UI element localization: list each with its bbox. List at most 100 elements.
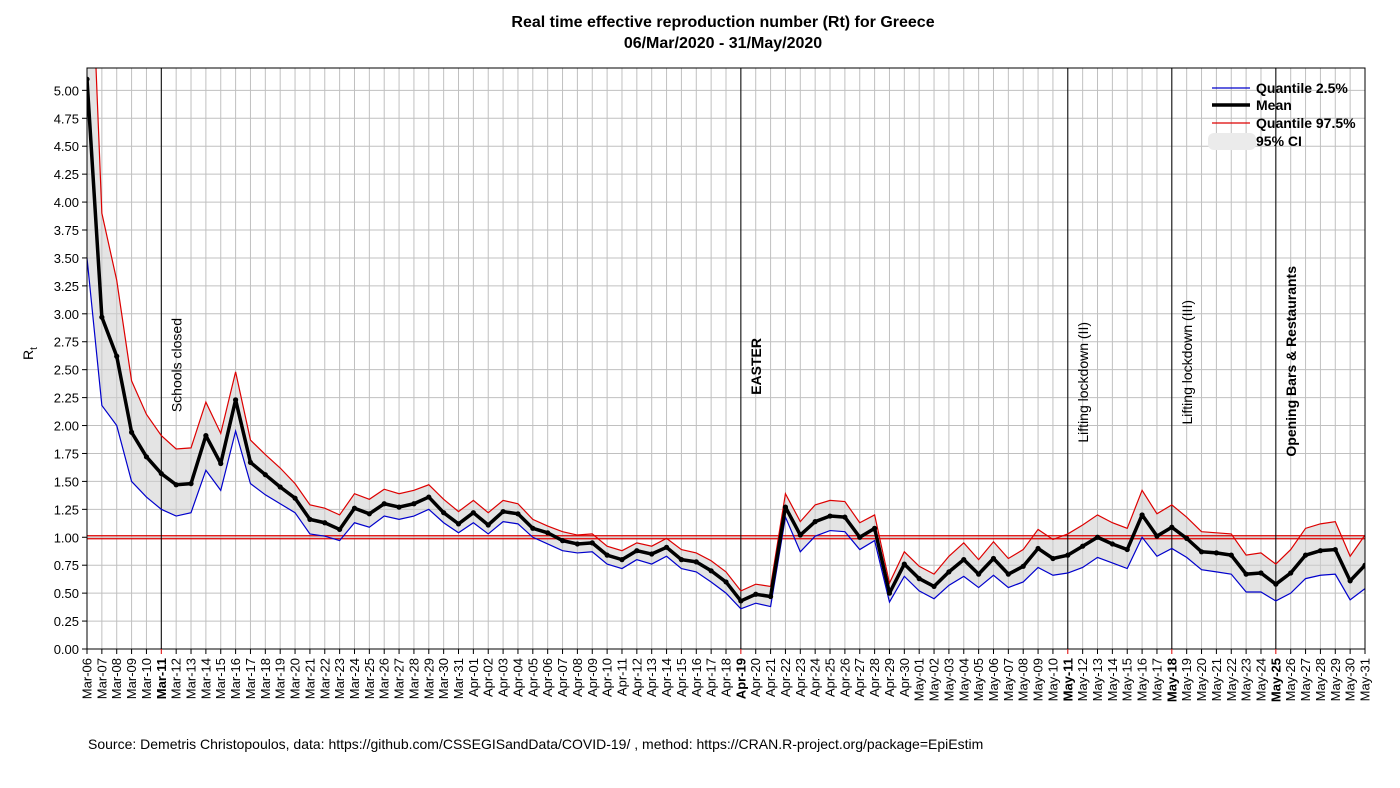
- x-tick-label: May-22: [1224, 658, 1239, 701]
- x-tick-label: Mar-06: [80, 658, 95, 699]
- mean-point: [247, 459, 254, 466]
- legend: Quantile 2.5% Mean Quantile 97.5% 95% CI: [1208, 80, 1356, 150]
- mean-point: [1243, 571, 1249, 577]
- x-tick-label: Apr-01: [466, 658, 481, 697]
- event-label: EASTER: [748, 338, 764, 395]
- y-tick-label: 3.25: [54, 279, 79, 294]
- x-tick-label: Mar-28: [406, 658, 421, 699]
- y-tick-label: 1.50: [54, 474, 79, 489]
- axes: [82, 67, 1366, 654]
- mean-point: [1124, 546, 1130, 553]
- mean-point: [1005, 571, 1011, 577]
- mean-point: [1198, 549, 1205, 555]
- x-tick-label: Apr-16: [689, 658, 704, 697]
- mean-point: [872, 525, 878, 531]
- y-tick-label: 4.75: [54, 111, 79, 126]
- y-tick-label: 2.75: [54, 335, 79, 350]
- y-axis-label: Rt: [20, 347, 40, 360]
- mean-point: [723, 579, 729, 585]
- x-tick-label: Mar-30: [436, 658, 451, 699]
- x-tick-label: Apr-26: [837, 658, 852, 697]
- x-tick-label: May-23: [1239, 658, 1254, 701]
- y-tick-label: 0.00: [54, 642, 79, 657]
- x-tick-label: May-01: [912, 658, 927, 701]
- y-tick-label: 2.25: [54, 391, 79, 406]
- x-tick-label: May-09: [1031, 658, 1046, 701]
- x-tick-label: Mar-31: [451, 658, 466, 699]
- x-tick-label: May-05: [971, 658, 986, 701]
- mean-point: [663, 544, 670, 550]
- mean-point: [901, 561, 907, 567]
- mean-point: [649, 551, 655, 557]
- legend-q025-label: Quantile 2.5%: [1256, 80, 1348, 96]
- mean-point: [1288, 570, 1294, 576]
- x-tick-label: Apr-25: [823, 658, 838, 697]
- x-tick-label: May-12: [1075, 658, 1090, 701]
- mean-point: [1035, 545, 1041, 552]
- mean-point: [1317, 548, 1324, 554]
- mean-point: [1258, 570, 1264, 576]
- mean-point: [634, 548, 640, 554]
- mean-point: [322, 520, 328, 526]
- x-tick-label: Apr-19: [733, 658, 748, 699]
- y-tick-label: 3.00: [54, 307, 79, 322]
- mean-point: [931, 583, 937, 590]
- reference-line-layer: [87, 535, 1365, 540]
- chart-subtitle: 06/Mar/2020 - 31/May/2020: [623, 35, 823, 52]
- mean-point: [515, 511, 521, 517]
- mean-point: [87, 76, 90, 82]
- x-tick-label: May-26: [1283, 658, 1298, 701]
- x-tick-label: Mar-12: [169, 658, 184, 699]
- mean-point: [1154, 533, 1160, 539]
- x-tick-label: Apr-02: [481, 658, 496, 697]
- x-tick-label: May-13: [1090, 658, 1105, 701]
- mean-point: [1184, 535, 1190, 541]
- x-tick-label: Mar-15: [213, 658, 228, 699]
- mean-point: [619, 557, 625, 563]
- x-tick-label: Apr-24: [808, 658, 823, 697]
- x-tick-label: Apr-05: [525, 658, 540, 697]
- x-tick-label: May-17: [1149, 658, 1164, 701]
- mean-point: [500, 508, 506, 515]
- mean-point: [545, 530, 551, 536]
- mean-point: [203, 432, 209, 439]
- x-tick-label: Apr-22: [778, 658, 793, 697]
- mean-point: [1094, 534, 1101, 540]
- mean-point: [753, 591, 759, 597]
- x-tick-label: Apr-17: [704, 658, 719, 697]
- x-tick-label: Mar-16: [228, 658, 243, 699]
- event-label: Opening Bars & Restaurants: [1283, 266, 1299, 457]
- mean-point: [990, 555, 997, 562]
- x-tick-label: May-08: [1016, 658, 1031, 701]
- x-tick-label: Mar-18: [258, 658, 273, 699]
- mean-point: [708, 568, 714, 574]
- mean-point: [1347, 578, 1353, 584]
- mean-point: [158, 470, 164, 477]
- y-tick-label: 4.25: [54, 167, 79, 182]
- mean-point: [693, 559, 699, 565]
- mean-point: [559, 538, 566, 544]
- x-tick-label: May-28: [1313, 658, 1328, 701]
- x-tick-label: Apr-08: [570, 658, 585, 697]
- mean-point: [114, 353, 120, 359]
- x-tick-label: Mar-27: [392, 658, 407, 699]
- x-tick-label: Apr-04: [510, 658, 525, 697]
- event-label: Lifting lockdown (III): [1179, 300, 1195, 425]
- x-tick-label: Mar-07: [94, 658, 109, 699]
- mean-point: [961, 557, 967, 563]
- x-tick-label: Apr-20: [748, 658, 763, 697]
- mean-point: [857, 534, 863, 540]
- mean-point: [812, 519, 818, 525]
- mean-point: [1228, 552, 1234, 558]
- mean-point: [530, 525, 536, 531]
- mean-point: [782, 504, 789, 510]
- x-tick-label: Mar-22: [317, 658, 332, 699]
- mean-point: [233, 397, 239, 403]
- legend-q975-label: Quantile 97.5%: [1256, 115, 1356, 131]
- source-note: Source: Demetris Christopoulos, data: ht…: [88, 736, 984, 752]
- x-tick-label: Mar-14: [198, 658, 213, 699]
- mean-point: [441, 510, 447, 516]
- mean-point: [574, 541, 580, 547]
- y-tick-label: 4.50: [54, 139, 79, 154]
- mean-point: [842, 514, 848, 520]
